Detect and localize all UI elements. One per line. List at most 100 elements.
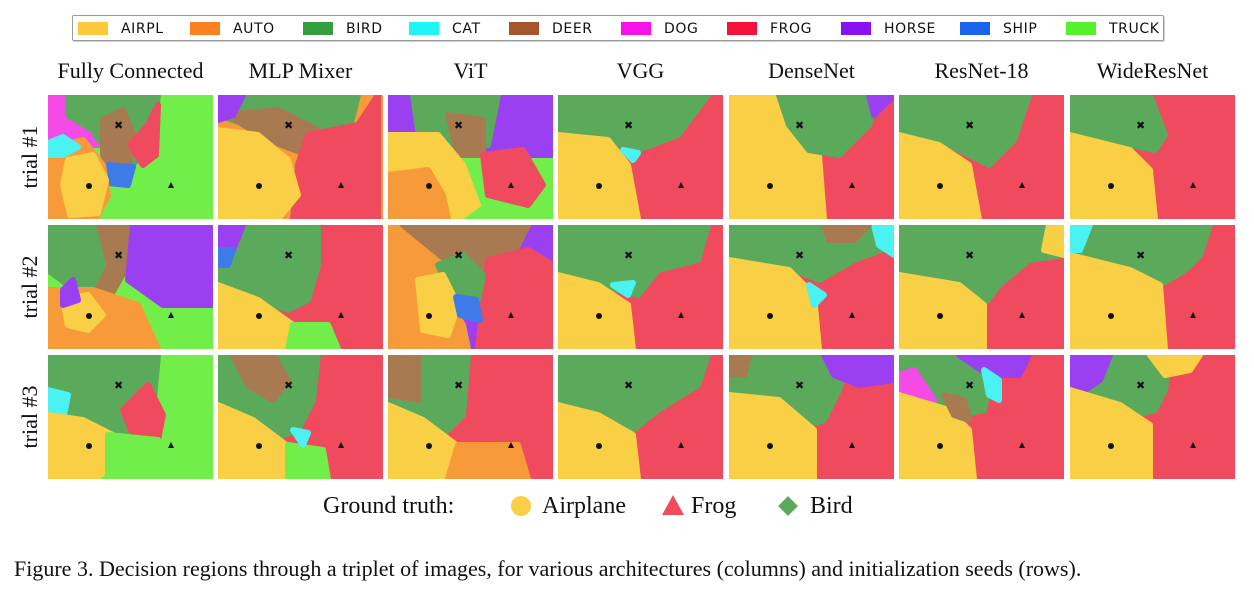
decision-region-panel: ✖ (899, 95, 1064, 219)
legend-swatch (190, 22, 220, 35)
bird-point-icon: ✖ (965, 119, 974, 132)
bird-point-icon: ✖ (1136, 119, 1145, 132)
frog-point-icon (1190, 182, 1196, 188)
frog-point-icon (849, 442, 855, 448)
legend-label: SHIP (1003, 21, 1038, 37)
column-title: DenseNet (768, 58, 855, 83)
frog-point-icon (678, 182, 684, 188)
bird-point-icon: ✖ (114, 379, 123, 392)
class-legend: AIRPL AUTO BIRD CAT DEER DOG FROG HORSE SHIP TRUC… (72, 15, 1164, 41)
legend-swatch (509, 22, 539, 35)
decision-region-panel: ✖ (218, 225, 383, 349)
decision-region-panel: ✖ (48, 225, 213, 349)
column-title: ViT (453, 58, 488, 83)
bird-point-icon: ✖ (624, 379, 633, 392)
frog-point-icon (508, 182, 514, 188)
bird-point-icon: ✖ (1136, 379, 1145, 392)
frog-point-icon (1019, 442, 1025, 448)
airplane-point-icon (1108, 183, 1114, 189)
decision-region-panel: ✖ (218, 355, 383, 479)
airplane-point-icon (1108, 443, 1114, 449)
column-title: VGG (616, 58, 665, 83)
frog-marker-icon (662, 495, 684, 515)
frog-point-icon (168, 182, 174, 188)
frog-point-icon (168, 312, 174, 318)
airplane-point-icon (1108, 313, 1114, 319)
decision-region-panel: ✖ (558, 95, 723, 219)
frog-point-icon (849, 182, 855, 188)
bird-point-icon: ✖ (454, 379, 463, 392)
legend-label: BIRD (346, 21, 383, 37)
legend-swatch (960, 22, 990, 35)
column-title: Fully Connected (57, 58, 204, 83)
airplane-point-icon (767, 183, 773, 189)
legend-label: CAT (452, 21, 481, 37)
legend-swatch (621, 22, 651, 35)
legend-swatch (841, 22, 871, 35)
legend-label: DOG (664, 21, 699, 37)
frog-point-icon (1190, 442, 1196, 448)
bird-point-icon: ✖ (1136, 249, 1145, 262)
column-title: ResNet-18 (934, 58, 1029, 83)
bird-point-icon: ✖ (965, 249, 974, 262)
frog-point-icon (338, 442, 344, 448)
airplane-point-icon (426, 443, 432, 449)
legend-label: DEER (552, 21, 593, 37)
decision-region-panel: ✖ (388, 355, 553, 479)
airplane-point-icon (86, 443, 92, 449)
bird-point-icon: ✖ (624, 249, 633, 262)
decision-region-panel: ✖ (729, 95, 894, 219)
bird-point-icon: ✖ (795, 379, 804, 392)
airplane-point-icon (86, 313, 92, 319)
frog-point-icon (678, 442, 684, 448)
bird-point-icon: ✖ (454, 249, 463, 262)
legend-swatch (303, 22, 333, 35)
legend-swatch (78, 22, 108, 35)
row-label: trial #2 (17, 255, 42, 319)
airplane-point-icon (937, 443, 943, 449)
legend-swatch (409, 22, 439, 35)
ground-truth-frog-label: Frog (691, 493, 737, 519)
bird-marker-icon (778, 496, 798, 516)
decision-region-panel: ✖ (899, 225, 1064, 349)
frog-point-icon (849, 312, 855, 318)
legend-label: FROG (770, 21, 813, 37)
ground-truth-bird-label: Bird (810, 493, 853, 519)
frog-point-icon (1190, 312, 1196, 318)
decision-region-panel: ✖ (1070, 95, 1235, 219)
decision-region-panel: ✖ (558, 355, 723, 479)
legend-label: AIRPL (121, 21, 164, 37)
frog-point-icon (508, 442, 514, 448)
ground-truth-airplane-label: Airplane (542, 493, 626, 519)
ground-truth-legend: Ground truth: Airplane Frog Bird (0, 488, 1254, 524)
decision-region-panel: ✖ (388, 225, 553, 349)
airplane-point-icon (596, 443, 602, 449)
airplane-point-icon (596, 313, 602, 319)
decision-region-panel: ✖ (48, 355, 213, 479)
bird-point-icon: ✖ (795, 119, 804, 132)
bird-point-icon: ✖ (114, 249, 123, 262)
frog-point-icon (338, 312, 344, 318)
bird-point-icon: ✖ (114, 119, 123, 132)
legend-label: AUTO (233, 21, 275, 37)
airplane-point-icon (256, 183, 262, 189)
bird-point-icon: ✖ (454, 119, 463, 132)
decision-region-panel: ✖ (1070, 225, 1235, 349)
row-label: trial #3 (17, 385, 42, 449)
decision-region-panel: ✖ (218, 95, 383, 219)
column-title: WideResNet (1096, 58, 1209, 83)
airplane-point-icon (86, 183, 92, 189)
legend-label: TRUCK (1109, 21, 1160, 37)
row-label: trial #1 (17, 125, 42, 189)
legend-label: HORSE (884, 21, 937, 37)
airplane-point-icon (256, 443, 262, 449)
frog-point-icon (1019, 312, 1025, 318)
airplane-point-icon (767, 443, 773, 449)
frog-point-icon (338, 182, 344, 188)
ground-truth-title: Ground truth: (323, 493, 455, 519)
column-title: MLP Mixer (248, 58, 353, 83)
frog-point-icon (168, 442, 174, 448)
bird-point-icon: ✖ (624, 119, 633, 132)
airplane-point-icon (767, 313, 773, 319)
bird-point-icon: ✖ (795, 249, 804, 262)
